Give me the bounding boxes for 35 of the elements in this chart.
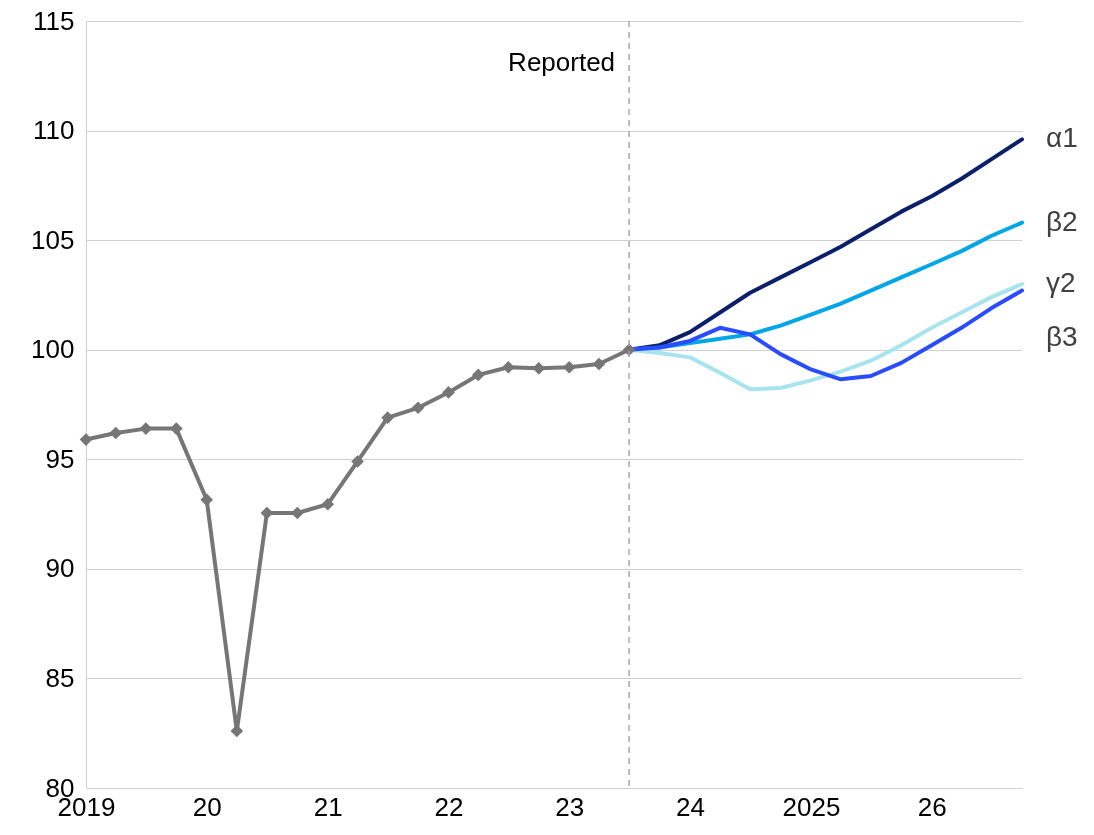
- ref-line-label: Reported: [508, 47, 616, 77]
- x-tick-label: 22: [434, 791, 464, 822]
- x-tick-label: 23: [555, 791, 585, 822]
- point: [351, 455, 364, 468]
- point: [592, 357, 606, 371]
- point: [532, 362, 546, 375]
- point: [471, 368, 485, 382]
- x-tick-label: 20: [192, 791, 222, 822]
- y-tick-label: 115: [33, 5, 75, 36]
- x-tick-label: 24: [675, 791, 705, 822]
- y-tick-label: 110: [33, 115, 75, 146]
- point: [502, 360, 515, 374]
- x-tick-label: 21: [313, 791, 343, 822]
- series-label: β3: [1046, 320, 1078, 352]
- point: [169, 422, 183, 435]
- point: [411, 401, 425, 415]
- point: [200, 493, 214, 507]
- y-tick-label: 100: [31, 334, 75, 365]
- point: [562, 360, 576, 374]
- point: [139, 422, 153, 435]
- point: [291, 506, 304, 520]
- point: [79, 433, 93, 446]
- x-tick-label: 2025: [782, 791, 841, 822]
- y-tick-label: 85: [45, 662, 75, 693]
- series-label: α1: [1046, 122, 1078, 154]
- y-tick-label: 90: [45, 553, 75, 584]
- x-tick-label: 26: [917, 791, 947, 822]
- point: [321, 497, 335, 511]
- point: [381, 411, 394, 424]
- series-label: γ2: [1046, 266, 1076, 298]
- series-label: β2: [1046, 205, 1078, 237]
- y-tick-label: 95: [45, 443, 75, 474]
- point: [109, 426, 123, 440]
- y-tick-label: 105: [31, 224, 75, 255]
- point: [442, 386, 455, 399]
